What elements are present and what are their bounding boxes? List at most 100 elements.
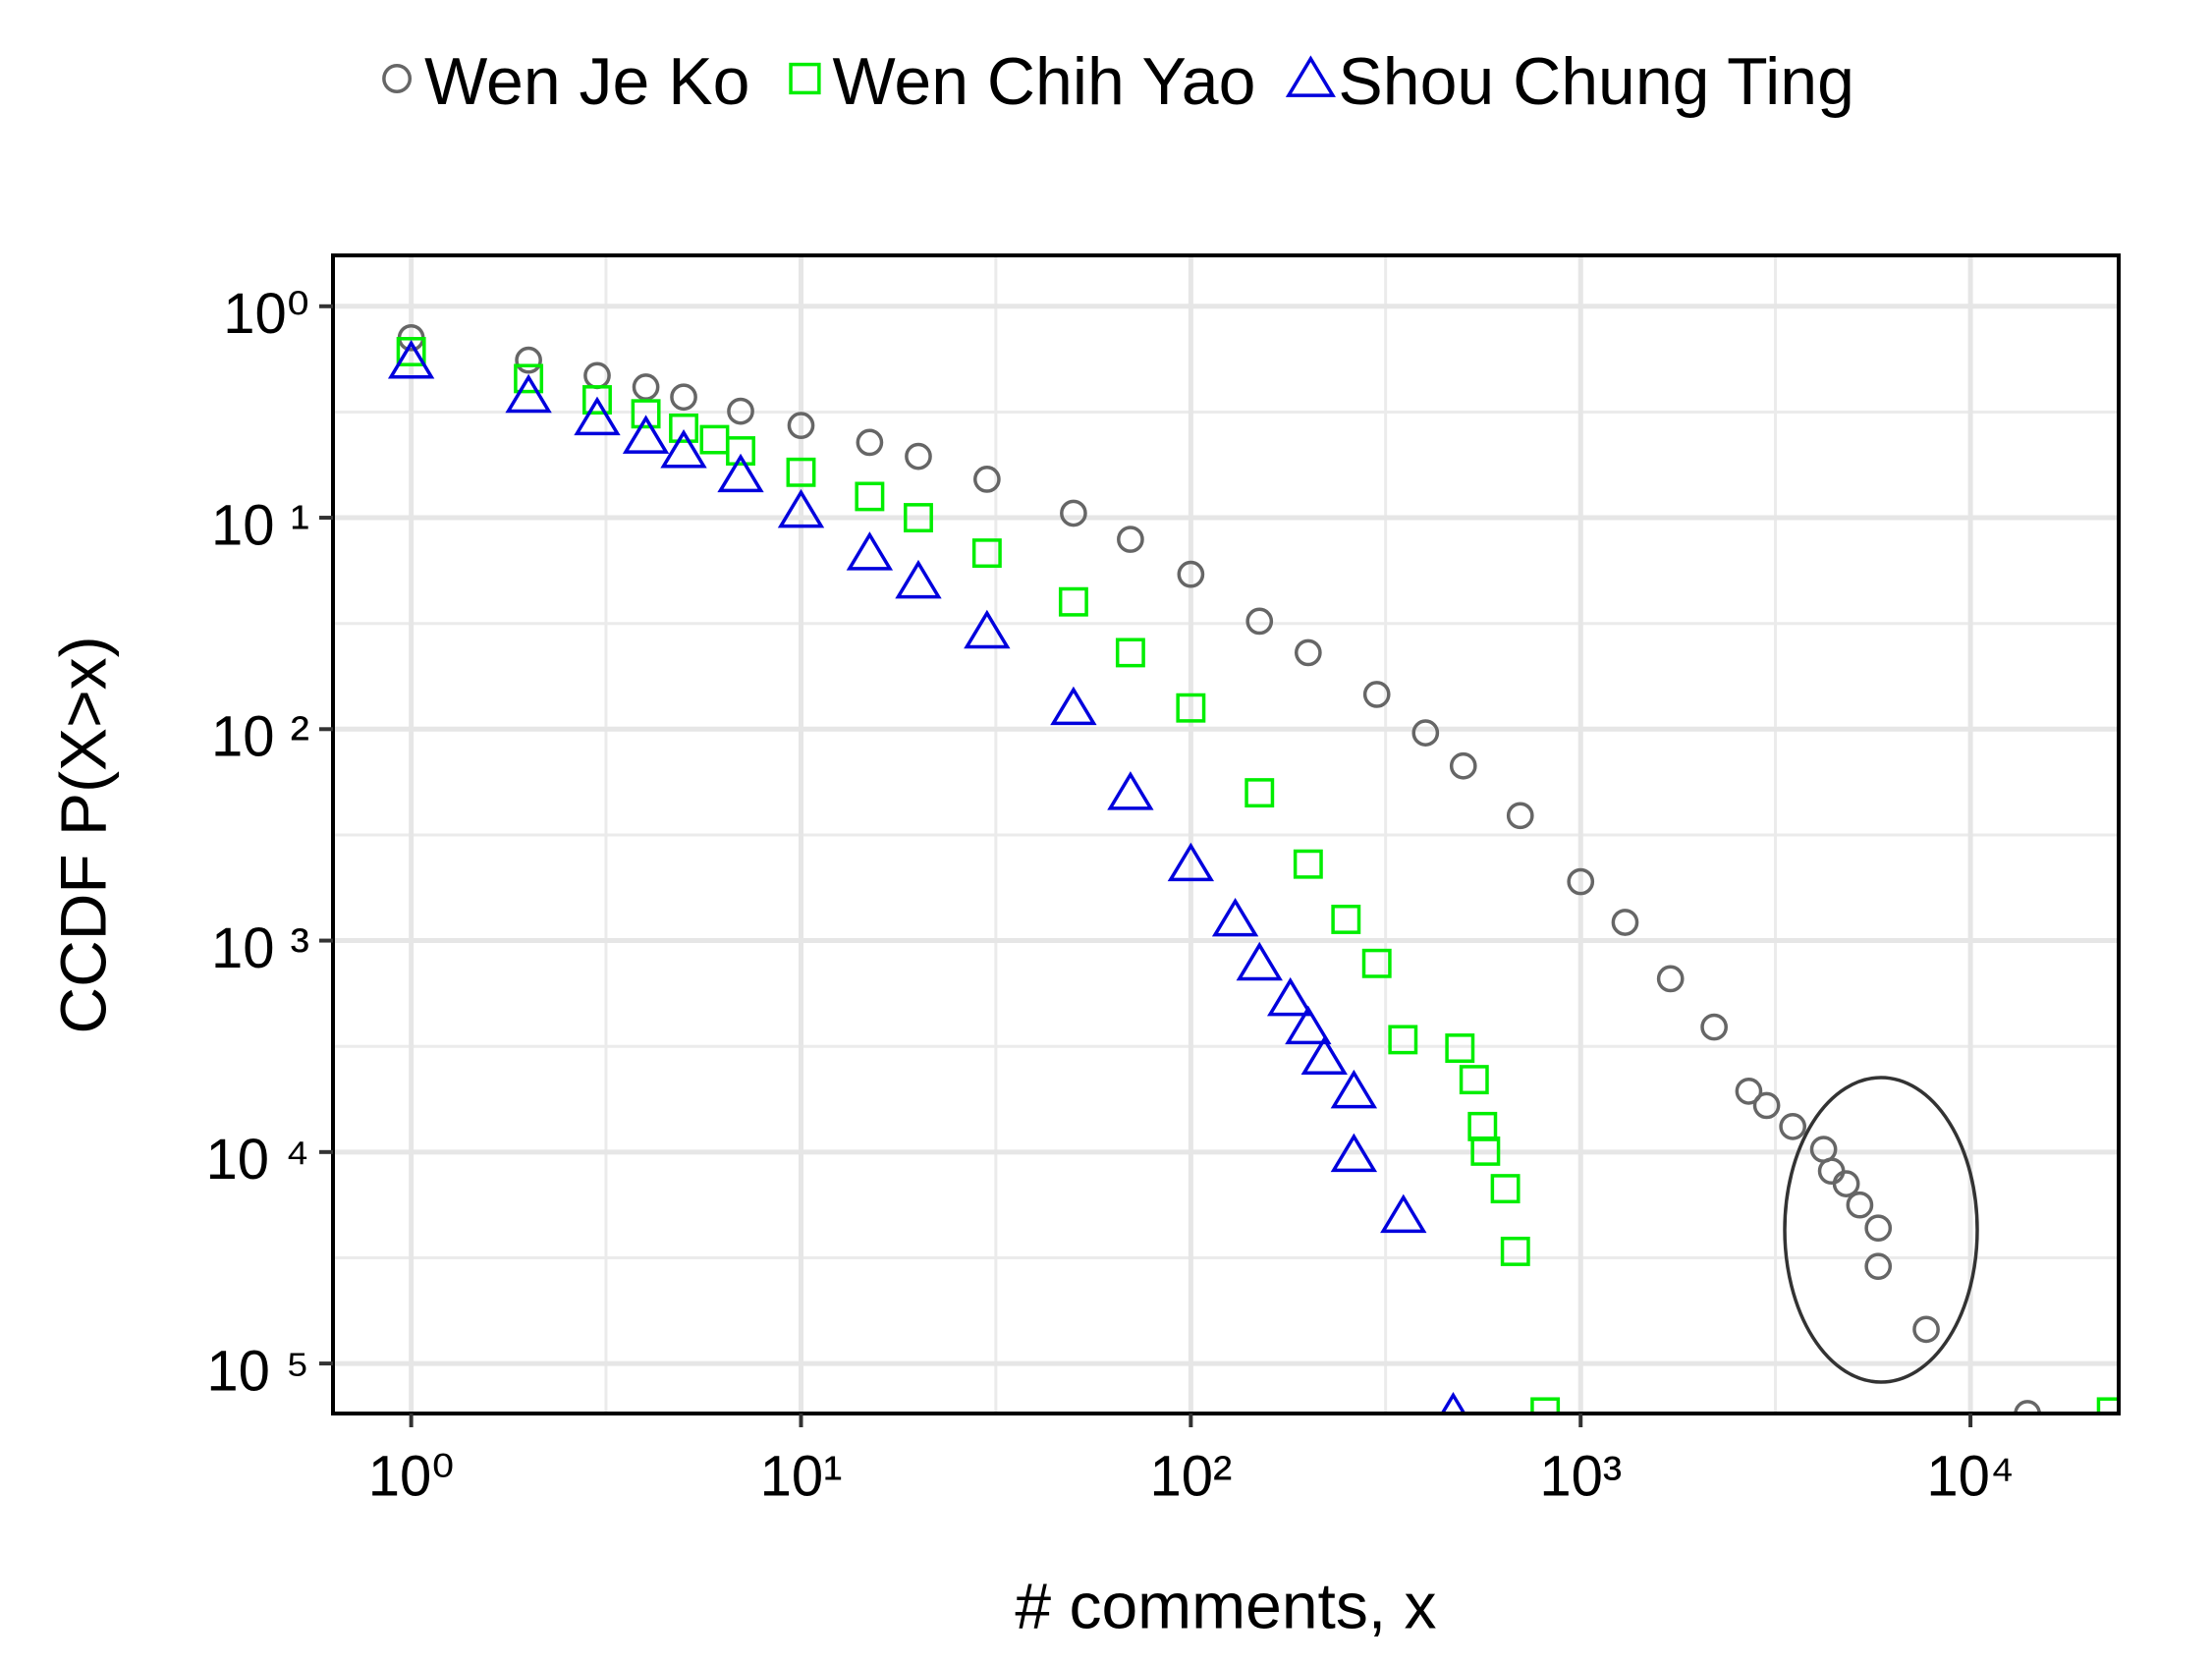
point <box>660 429 707 469</box>
x-tick-label: 10⁰ <box>368 1444 455 1508</box>
point <box>1380 1193 1427 1234</box>
point <box>396 337 426 366</box>
points <box>387 323 2119 1414</box>
point <box>1115 638 1145 668</box>
annotation-ellipse <box>1783 1076 1979 1384</box>
point <box>1470 1136 1501 1166</box>
point <box>1832 1170 1860 1197</box>
point <box>904 503 933 532</box>
legend-label: Wen Je Ko <box>424 44 749 119</box>
point <box>905 442 932 471</box>
point <box>1611 909 1639 936</box>
point <box>1107 771 1154 810</box>
point <box>670 383 697 412</box>
point <box>1388 1025 1418 1055</box>
point <box>973 466 1001 493</box>
point <box>1058 586 1088 617</box>
legend-item: Wen Je Ko <box>382 44 749 119</box>
point <box>1449 751 1477 780</box>
y-tick-label: 10 ¹ <box>211 493 309 557</box>
point <box>1245 607 1274 636</box>
point <box>1300 1035 1348 1076</box>
point <box>787 412 815 440</box>
point <box>622 415 670 454</box>
point <box>1700 1013 1728 1041</box>
point <box>964 609 1011 649</box>
point <box>1266 976 1314 1017</box>
point <box>895 559 942 599</box>
point <box>1330 1133 1378 1173</box>
point <box>1060 499 1087 527</box>
point <box>1846 1191 1874 1219</box>
point <box>1567 867 1595 896</box>
point <box>1285 1005 1332 1045</box>
x-tick-label: 10² <box>1149 1444 1232 1508</box>
point <box>505 373 552 414</box>
legend-item: Shou Chung Ting <box>1285 44 1854 119</box>
point <box>1285 55 1336 97</box>
point <box>971 538 1002 569</box>
y-axis-title: CCDF P(X>x) <box>46 636 119 1033</box>
point <box>1735 1078 1763 1105</box>
point <box>1445 1033 1475 1063</box>
point <box>1500 1236 1530 1266</box>
point <box>846 531 894 571</box>
legend-label: Wen Chih Yao <box>832 44 1255 119</box>
y-tick-label: 10 ⁴ <box>205 1128 309 1192</box>
point <box>1490 1174 1521 1204</box>
point <box>1330 1069 1378 1109</box>
point <box>574 396 621 436</box>
y-tick-label: 10⁰ <box>223 282 309 346</box>
point <box>1117 526 1144 553</box>
point <box>1912 1315 1940 1344</box>
point <box>515 346 542 374</box>
point <box>855 481 885 512</box>
point <box>1176 693 1206 723</box>
point <box>786 457 816 487</box>
point <box>1656 965 1685 993</box>
y-tick-label: 10 ² <box>211 705 309 769</box>
point <box>1236 941 1283 981</box>
point <box>1361 948 1392 978</box>
plot-frame <box>331 253 2121 1415</box>
point <box>1411 719 1440 747</box>
point <box>1362 681 1391 708</box>
point <box>856 428 884 457</box>
point <box>1331 905 1361 934</box>
point <box>789 62 821 95</box>
point <box>631 399 661 429</box>
point <box>1177 560 1205 588</box>
point <box>582 385 612 415</box>
point <box>1779 1113 1807 1140</box>
legend: Wen Je Ko Wen Chih Yao Shou Chung Ting <box>382 44 1854 119</box>
point <box>1244 778 1275 808</box>
point <box>1294 638 1322 667</box>
point <box>632 373 660 401</box>
point <box>2014 1400 2041 1414</box>
y-tick-label: 10 ⁵ <box>206 1339 309 1403</box>
point <box>669 413 698 443</box>
x-axis-title: # comments, x <box>1015 1569 1436 1641</box>
point <box>1864 1214 1893 1243</box>
point <box>777 488 825 528</box>
point <box>1459 1065 1489 1095</box>
point <box>382 64 413 93</box>
point <box>387 340 435 379</box>
point <box>717 453 764 493</box>
point <box>1050 686 1097 726</box>
point <box>1167 842 1215 882</box>
point <box>1752 1091 1781 1120</box>
point <box>1506 802 1534 830</box>
legend-item: Wen Chih Yao <box>789 44 1255 119</box>
grid <box>333 255 2119 1414</box>
point <box>1211 897 1259 937</box>
point <box>514 363 544 394</box>
point <box>1293 849 1323 879</box>
y-tick-label: 10 ³ <box>211 916 309 980</box>
legend-label: Shou Chung Ting <box>1338 44 1854 119</box>
x-tick-label: 10⁴ <box>1926 1444 2014 1508</box>
point <box>726 436 755 466</box>
x-tick-label: 10¹ <box>760 1444 843 1508</box>
point <box>727 397 754 425</box>
